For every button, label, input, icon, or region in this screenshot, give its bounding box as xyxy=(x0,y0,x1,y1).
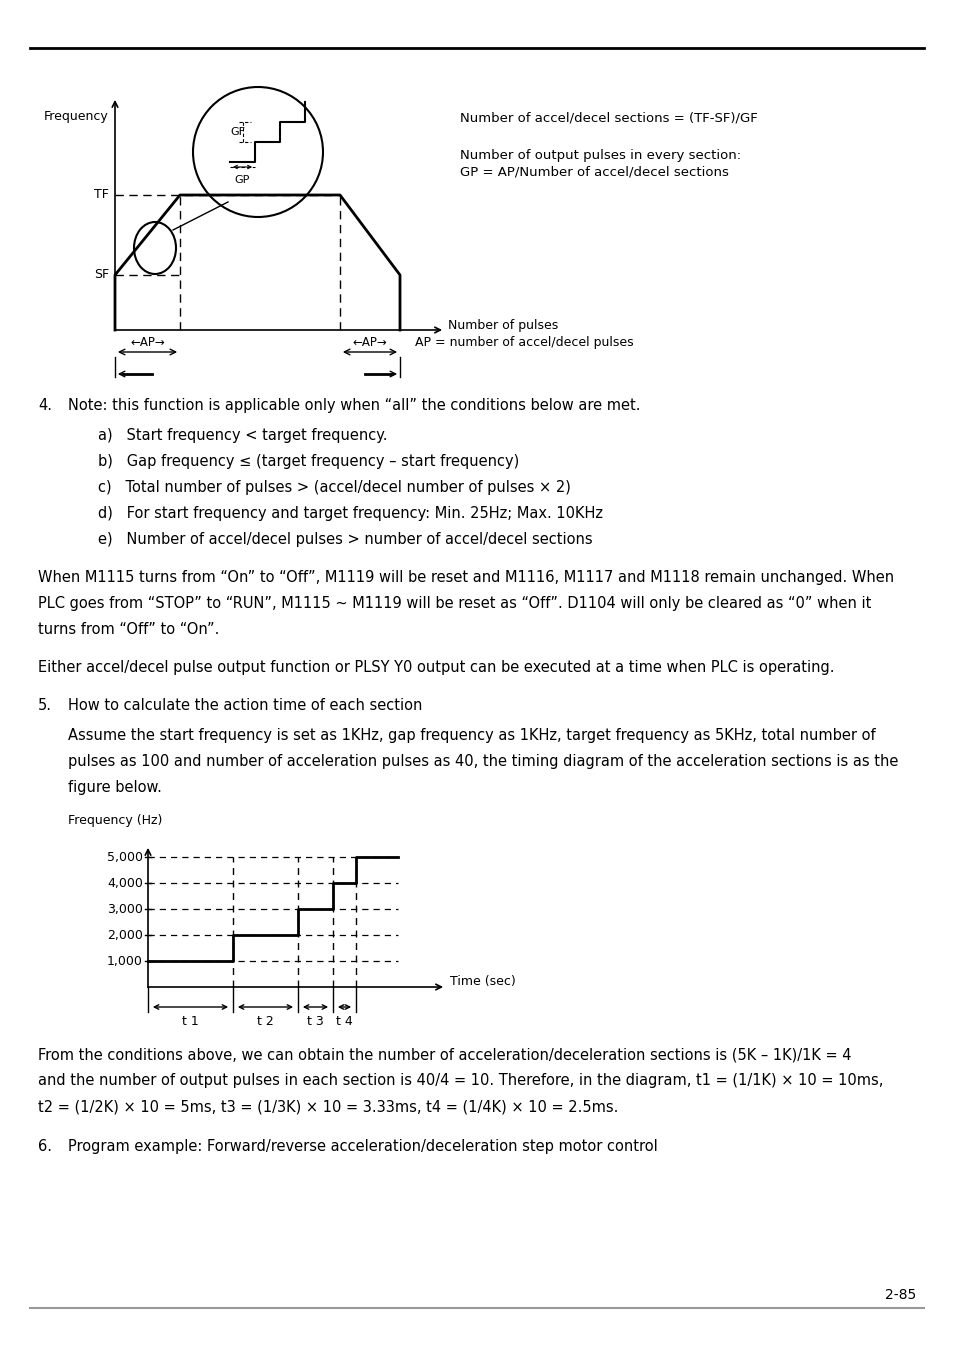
Text: Number of accel/decel sections = (TF-SF)/GF: Number of accel/decel sections = (TF-SF)… xyxy=(459,112,757,124)
Text: Time (sec): Time (sec) xyxy=(450,976,516,988)
Text: pulses as 100 and number of acceleration pulses as 40, the timing diagram of the: pulses as 100 and number of acceleration… xyxy=(68,755,898,770)
Text: TF: TF xyxy=(94,189,109,201)
Text: ←AP→: ←AP→ xyxy=(353,336,387,350)
Text: From the conditions above, we can obtain the number of acceleration/deceleration: From the conditions above, we can obtain… xyxy=(38,1048,851,1062)
Text: Frequency: Frequency xyxy=(44,109,109,123)
Text: 2-85: 2-85 xyxy=(883,1288,915,1301)
Text: e)   Number of accel/decel pulses > number of accel/decel sections: e) Number of accel/decel pulses > number… xyxy=(98,532,592,547)
Text: Assume the start frequency is set as 1KHz, gap frequency as 1KHz, target frequen: Assume the start frequency is set as 1KH… xyxy=(68,728,875,743)
Text: Number of pulses: Number of pulses xyxy=(448,320,558,332)
Text: 5.: 5. xyxy=(38,698,52,713)
Text: t 1: t 1 xyxy=(182,1015,198,1027)
Text: t 4: t 4 xyxy=(335,1015,353,1027)
Text: Program example: Forward/reverse acceleration/deceleration step motor control: Program example: Forward/reverse acceler… xyxy=(68,1139,657,1154)
Text: 3,000: 3,000 xyxy=(107,903,143,915)
Text: Frequency (Hz): Frequency (Hz) xyxy=(68,814,162,828)
Text: c)   Total number of pulses > (accel/decel number of pulses × 2): c) Total number of pulses > (accel/decel… xyxy=(98,481,570,495)
Text: 4,000: 4,000 xyxy=(107,876,143,890)
Text: Either accel/decel pulse output function or PLSY Y0 output can be executed at a : Either accel/decel pulse output function… xyxy=(38,660,834,675)
Text: SF: SF xyxy=(93,269,109,282)
Text: figure below.: figure below. xyxy=(68,780,162,795)
Text: GP: GP xyxy=(234,176,250,185)
Text: 4.: 4. xyxy=(38,398,52,413)
Text: 6.: 6. xyxy=(38,1139,52,1154)
Text: b)   Gap frequency ≤ (target frequency – start frequency): b) Gap frequency ≤ (target frequency – s… xyxy=(98,454,518,468)
Text: GP = AP/Number of accel/decel sections: GP = AP/Number of accel/decel sections xyxy=(459,166,728,178)
Text: When M1115 turns from “On” to “Off”, M1119 will be reset and M1116, M1117 and M1: When M1115 turns from “On” to “Off”, M11… xyxy=(38,570,893,585)
Text: turns from “Off” to “On”.: turns from “Off” to “On”. xyxy=(38,622,219,637)
Text: and the number of output pulses in each section is 40/4 = 10. Therefore, in the : and the number of output pulses in each … xyxy=(38,1073,882,1088)
Text: a)   Start frequency < target frequency.: a) Start frequency < target frequency. xyxy=(98,428,387,443)
Text: AP = number of accel/decel pulses: AP = number of accel/decel pulses xyxy=(415,336,633,350)
Text: t 2: t 2 xyxy=(257,1015,274,1027)
Text: 1,000: 1,000 xyxy=(107,954,143,968)
Text: t2 = (1/2K) × 10 = 5ms, t3 = (1/3K) × 10 = 3.33ms, t4 = (1/4K) × 10 = 2.5ms.: t2 = (1/2K) × 10 = 5ms, t3 = (1/3K) × 10… xyxy=(38,1099,618,1114)
Text: Note: this function is applicable only when “all” the conditions below are met.: Note: this function is applicable only w… xyxy=(68,398,639,413)
Text: How to calculate the action time of each section: How to calculate the action time of each… xyxy=(68,698,422,713)
Text: ←AP→: ←AP→ xyxy=(130,336,165,350)
Text: Number of output pulses in every section:: Number of output pulses in every section… xyxy=(459,148,740,162)
Text: 5,000: 5,000 xyxy=(107,850,143,864)
Text: GF: GF xyxy=(230,127,245,136)
Text: PLC goes from “STOP” to “RUN”, M1115 ~ M1119 will be reset as “Off”. D1104 will : PLC goes from “STOP” to “RUN”, M1115 ~ M… xyxy=(38,595,870,612)
Text: t 3: t 3 xyxy=(307,1015,323,1027)
Text: 2,000: 2,000 xyxy=(107,929,143,941)
Text: d)   For start frequency and target frequency: Min. 25Hz; Max. 10KHz: d) For start frequency and target freque… xyxy=(98,506,602,521)
